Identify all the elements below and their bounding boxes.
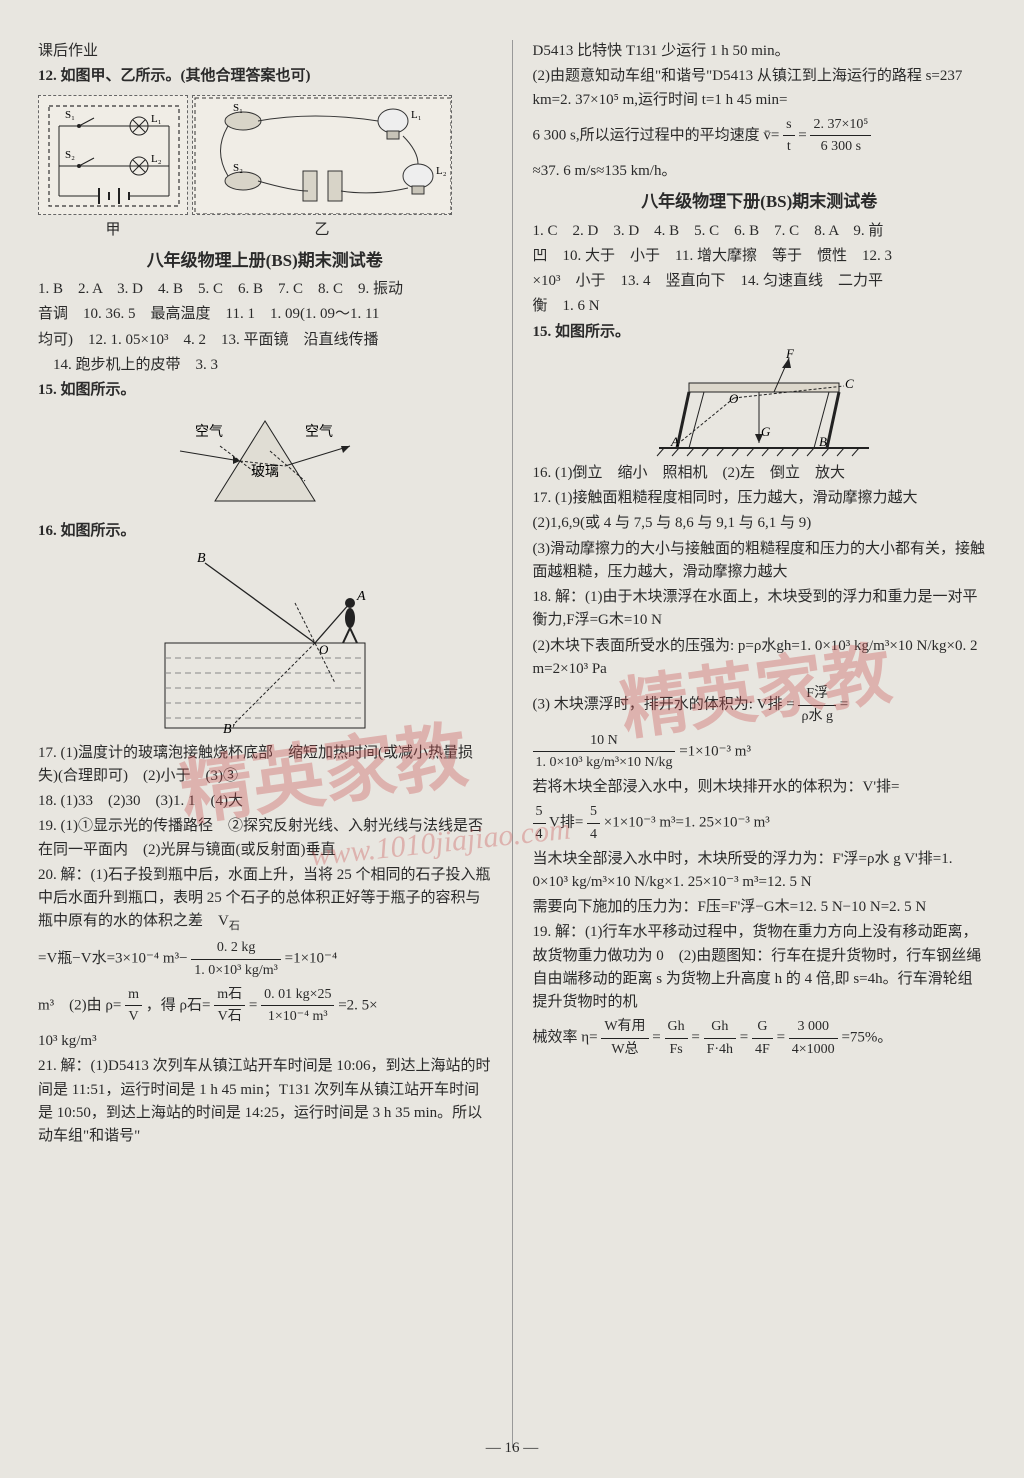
prism-air-left: 空气 [195,424,223,440]
ans-line3: 均可) 12. 1. 05×10³ 4. 2 13. 平面镜 沿直线传播 [38,329,492,352]
r-q18c: (3) 木块漂浮时，排开水的体积为: V排 = F浮ρ水 g = [533,683,987,727]
r-line1: D5413 比特快 T131 少运行 1 h 50 min。 [533,40,987,63]
label-l2: L₂ [151,153,162,165]
q12-text: 12. 如图甲、乙所示。(其他合理答案也可) [38,65,492,88]
two-column-layout: 课后作业 12. 如图甲、乙所示。(其他合理答案也可) [38,40,986,1448]
r-q18e: 当木块全部浸入水中时，木块所受的浮力为：F'浮=ρ水 g V'排=1. 0×10… [533,848,987,895]
r-q15: 15. 如图所示。 [533,321,987,344]
q15-text: 15. 如图所示。 [38,379,492,402]
lever-O: O [729,391,739,406]
prism-air-right: 空气 [305,424,333,440]
label-s2: S₂ [65,149,75,161]
r-q17b: (2)1,6,9(或 4 与 7,5 与 8,6 与 9,1 与 6,1 与 9… [533,512,987,535]
svg-text:S₂: S₂ [233,162,243,174]
point-O: O [319,642,329,657]
exam-title-1: 八年级物理上册(BS)期末测试卷 [38,248,492,274]
circuit-pictorial-yi: S₁ S₂ L₁ L₂ [192,95,452,215]
r-ans2: 凹 10. 大于 小于 11. 增大摩擦 等于 惯性 12. 3 [533,245,987,268]
section-header: 课后作业 [38,40,492,63]
q20g: 10³ kg/m³ [38,1030,492,1053]
r-q17c: (3)滑动摩擦力的大小与接触面的粗糙程度和压力的大小都有关，接触面越粗糙，压力越… [533,538,987,585]
point-B: B [197,551,206,566]
lever-C: C [845,376,854,391]
r-q19a: 19. 解：(1)行车水平移动过程中，货物在重力方向上没有移动距离，故货物重力做… [533,921,987,1014]
r-line3: 6 300 s,所以运行过程中的平均速度 v̄= st = 2. 37×10⁵6… [533,114,987,158]
r-q19b: 械效率 η= W有用W总 = GhFs = GhF·4h = G4F = 3 0… [533,1016,987,1060]
ans-line1: 1. B 2. A 3. D 4. B 5. C 6. B 7. C 8. C … [38,278,492,301]
r-line2: (2)由题意知动车组"和谐号"D5413 从镇江到上海运行的路程 s=237 k… [533,65,987,112]
q20-eq2: m³ (2)由 ρ= mV ，得 ρ石= m石V石 = 0. 01 kg×251… [38,984,492,1028]
r-q16: 16. (1)倒立 缩小 照相机 (2)左 倒立 放大 [533,462,987,485]
r-q18a: 18. 解：(1)由于木块漂浮在水面上，木块受到的浮力和重力是一对平衡力,F浮=… [533,586,987,633]
r-q18f: 需要向下施加的压力为：F压=F'浮−G木=12. 5 N−10 N=2. 5 N [533,896,987,919]
r-ans4: 衡 1. 6 N [533,295,987,318]
left-column: 课后作业 12. 如图甲、乙所示。(其他合理答案也可) [38,40,492,1448]
q20a: 20. 解：(1)石子投到瓶中后，水面上升，当将 25 个相同的石子投入瓶中后水… [38,864,492,936]
r-q17a: 17. (1)接触面粗糙程度相同时，压力越大，滑动摩擦力越大 [533,487,987,510]
lever-G: G [761,424,771,439]
figure-jia: S₁ S₂ L₁ L₂ 甲 [38,91,188,242]
label-s1: S₁ [65,109,75,121]
exam-title-2: 八年级物理下册(BS)期末测试卷 [533,189,987,215]
figure-yi: S₁ S₂ L₁ L₂ 乙 [192,91,452,242]
column-divider [512,40,513,1448]
q17: 17. (1)温度计的玻璃泡接触烧杯底部 缩短加热时间(或减小热量损失)(合理即… [38,742,492,789]
ans-line2: 音调 10. 36. 5 最高温度 11. 1 1. 09(1. 09～1. 1… [38,303,492,326]
figure-row-circuits: S₁ S₂ L₁ L₂ 甲 S₁ S₂ [38,91,492,242]
label-l1: L₁ [151,113,162,125]
r-q18c2: 10 N1. 0×10³ kg/m³×10 N/kg =1×10⁻³ m³ [533,730,987,774]
svg-text:L₂: L₂ [436,165,447,177]
svg-text:S₁: S₁ [233,102,243,114]
r-q18b: (2)木块下表面所受水的压强为: p=ρ水gh=1. 0×10³ kg/m³×1… [533,635,987,682]
r-q18d2: 54 V排= 54 ×1×10⁻³ m³=1. 25×10⁻³ m³ [533,801,987,845]
page-number: — 16 — [0,1437,1024,1460]
q16-text: 16. 如图所示。 [38,520,492,543]
r-ans1: 1. C 2. D 3. D 4. B 5. C 6. B 7. C 8. A … [533,220,987,243]
svg-text:L₁: L₁ [411,109,422,121]
point-A: A [356,589,366,604]
lever-F: F [785,348,795,361]
mirror-diagram: B A O B' [135,548,395,738]
q18: 18. (1)33 (2)30 (3)1. 1 (4)大 [38,790,492,813]
right-column: D5413 比特快 T131 少运行 1 h 50 min。 (2)由题意知动车… [533,40,987,1448]
r-line4: ≈37. 6 m/s≈135 km/h。 [533,160,987,183]
lever-B: B [819,434,827,449]
q20-eq1: =V瓶−V水=3×10⁻⁴ m³− 0. 2 kg1. 0×10³ kg/m³ … [38,937,492,981]
circuit-diagram-jia: S₁ S₂ L₁ L₂ [38,95,188,215]
r-q18d: 若将木块全部浸入水中，则木块排开水的体积为：V'排= [533,776,987,799]
prism-glass: 玻璃 [251,463,279,480]
lever-A: A [670,434,679,449]
q19: 19. (1)①显示光的传播路径 ②探究反射光线、入射光线与法线是否在同一平面内… [38,815,492,862]
prism-diagram: 空气 空气 玻璃 [165,406,365,516]
lever-diagram: F C O G A B [629,348,889,458]
fig-label-yi: 乙 [192,219,452,242]
ans-line4: 14. 跑步机上的皮带 3. 3 [38,354,492,377]
r-ans3: ×10³ 小于 13. 4 竖直向下 14. 匀速直线 二力平 [533,270,987,293]
q21: 21. 解：(1)D5413 次列车从镇江站开车时间是 10:06，到达上海站的… [38,1055,492,1148]
point-Bp: B' [223,722,236,737]
fig-label-jia: 甲 [38,219,188,242]
